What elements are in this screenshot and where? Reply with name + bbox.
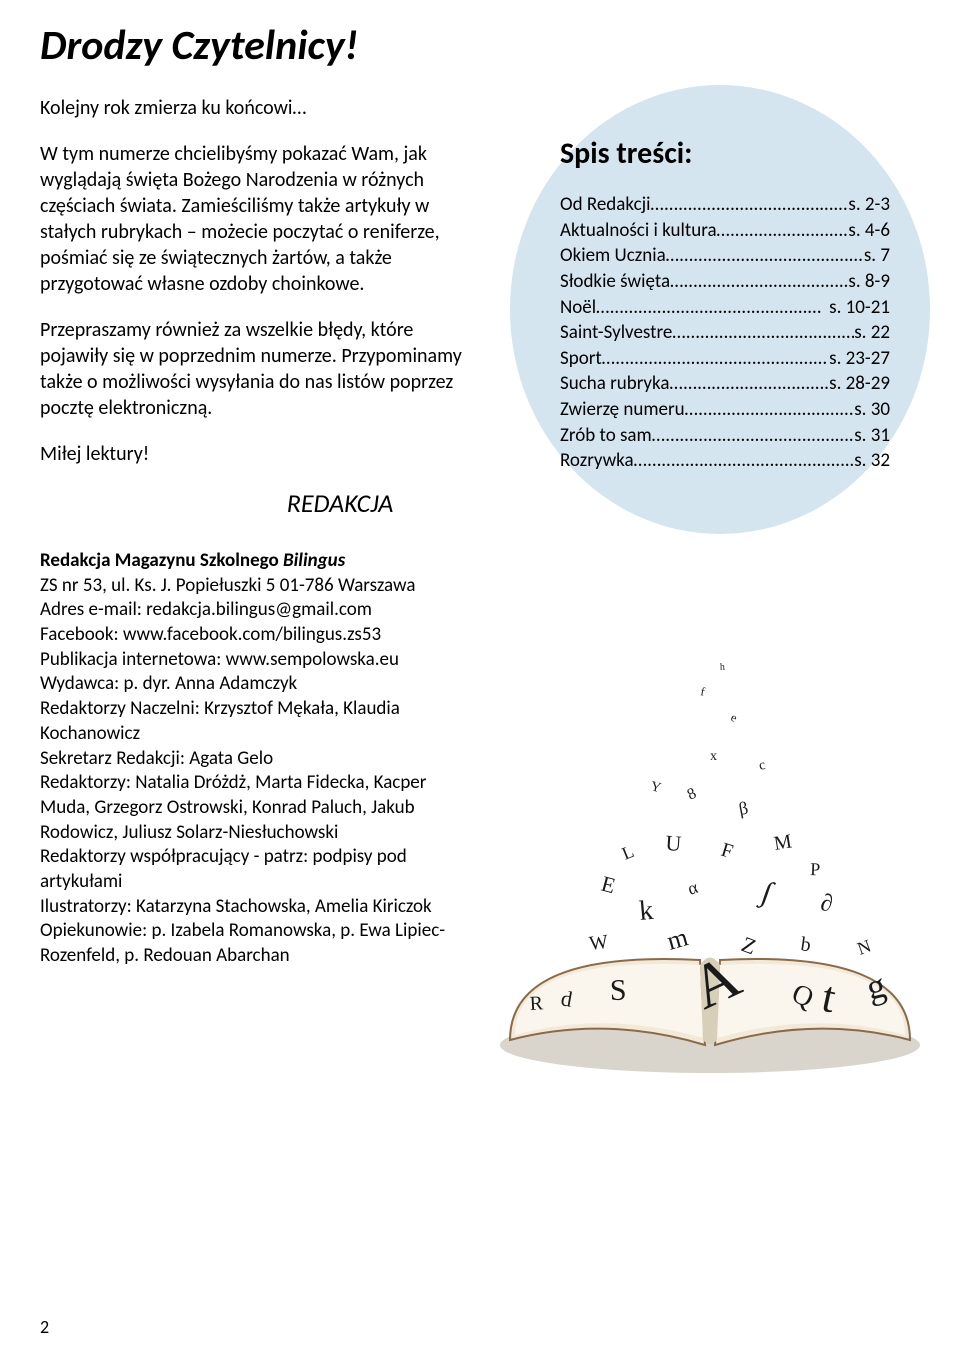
credits-heading-italic: Bilingus: [283, 549, 345, 572]
toc-dots: …………………………………………: [666, 243, 864, 269]
letter-glyph: h: [720, 662, 725, 673]
letter-glyph: R: [529, 992, 544, 1015]
letter-glyph: b: [799, 933, 812, 956]
letter-glyph: S: [610, 974, 627, 1007]
signature: REDAKCJA: [200, 487, 480, 519]
letter-glyph: f: [699, 684, 706, 699]
letter-glyph: ∂: [819, 890, 834, 917]
table-of-contents: Spis treści: Od Redakcji……………………………………………: [510, 85, 930, 534]
toc-page: s. 4-6: [848, 218, 890, 244]
letter-glyph: x: [710, 749, 717, 764]
toc-row: Rozrywka…………………………………………s. 32: [550, 448, 890, 474]
toc-label: Sport: [560, 346, 602, 372]
letter-glyph: P: [810, 859, 821, 879]
right-column: Spis treści: Od Redakcji……………………………………………: [510, 95, 930, 534]
toc-page: s. 32: [854, 448, 890, 474]
credits-line: Redaktorzy: Natalia Dróżdż, Marta Fideck…: [40, 771, 480, 845]
toc-row: Aktualności i kultura…………………………………………s. …: [550, 218, 890, 244]
toc-dots: …………………………………………: [602, 346, 829, 372]
toc-label: Zrób to sam: [560, 423, 652, 449]
toc-label: Słodkie święta: [560, 269, 670, 295]
credits-heading: Redakcja Magazynu Szkolnego Bilingus: [40, 549, 480, 574]
toc-dots: …………………………………………: [717, 218, 849, 244]
toc-dots: …………………………………………: [669, 371, 829, 397]
letter-glyph: α: [685, 877, 701, 899]
credits-lines: ZS nr 53, ul. Ks. J. Popiełuszki 5 01-78…: [40, 574, 480, 969]
toc-dots: …………………………………………: [634, 448, 855, 474]
toc-page: s. 31: [854, 423, 890, 449]
letter-glyph: N: [855, 936, 874, 959]
toc-row: Saint-Sylvestre…………………………………………s. 22: [550, 320, 890, 346]
page-title: Drodzy Czytelnicy!: [40, 20, 920, 71]
toc-label: Zwierzę numeru: [560, 397, 685, 423]
letter-glyph: 8: [685, 785, 699, 804]
credits-line: Opiekunowie: p. Izabela Romanowska, p. E…: [40, 919, 480, 968]
credits-line: Redaktorzy Naczelni: Krzysztof Mękała, K…: [40, 697, 480, 746]
credits-line: Redaktorzy współpracujący - patrz: podpi…: [40, 845, 480, 894]
toc-row: Okiem Ucznia…………………………………………s. 7: [550, 243, 890, 269]
toc-row: Od Redakcji…………………………………………s. 2-3: [550, 192, 890, 218]
letter-glyph: M: [772, 830, 793, 855]
credits-line: Ilustratorzy: Katarzyna Stachowska, Amel…: [40, 895, 480, 920]
left-column: Kolejny rok zmierza ku końcowi… W tym nu…: [40, 95, 480, 969]
toc-label: Noël: [560, 295, 596, 321]
intro-paragraph-2: W tym numerze chcielibyśmy pokazać Wam, …: [40, 141, 480, 297]
toc-dots: …………………………………………: [652, 423, 854, 449]
credits-line: ZS nr 53, ul. Ks. J. Popiełuszki 5 01-78…: [40, 574, 480, 599]
toc-page: s. 2-3: [848, 192, 890, 218]
toc-row: Sport…………………………………………s. 23-27: [550, 346, 890, 372]
letter-glyph: k: [638, 895, 655, 927]
toc-row: Zwierzę numeru…………………………………………s. 30: [550, 397, 890, 423]
credits-heading-plain: Redakcja Magazynu Szkolnego: [40, 549, 283, 572]
toc-title: Spis treści:: [550, 135, 890, 172]
credits-line: Wydawca: p. dyr. Anna Adamczyk: [40, 672, 480, 697]
toc-label: Od Redakcji: [560, 192, 651, 218]
credits-block: Redakcja Magazynu Szkolnego Bilingus ZS …: [40, 549, 480, 969]
letter-glyph: ∫: [755, 875, 778, 912]
toc-label: Okiem Ucznia: [560, 243, 666, 269]
toc-dots: …………………………………………: [672, 320, 854, 346]
letter-glyph: L: [619, 841, 637, 864]
intro-paragraph-3: Przepraszamy również za wszelkie błędy, …: [40, 317, 480, 421]
toc-label: Rozrywka: [560, 448, 634, 474]
credits-line: Sekretarz Redakcji: Agata Gelo: [40, 747, 480, 772]
toc-row: Słodkie święta…………………………………………s. 8-9: [550, 269, 890, 295]
toc-dots: …………………………………………: [685, 397, 855, 423]
intro-paragraph-1: Kolejny rok zmierza ku końcowi…: [40, 95, 480, 121]
toc-row: Noël…………………………………………s. 10-21: [550, 295, 890, 321]
toc-dots: …………………………………………: [651, 192, 849, 218]
credits-line: Adres e-mail: redakcja.bilingus@gmail.co…: [40, 598, 480, 623]
letter-glyph: F: [719, 839, 736, 863]
letter-glyph: W: [588, 931, 610, 955]
page-number: 2: [40, 1316, 49, 1338]
toc-dots: …………………………………………: [670, 269, 848, 295]
toc-page: s. 23-27: [829, 346, 890, 372]
toc-label: Sucha rubryka: [560, 371, 669, 397]
toc-row: Sucha rubryka…………………………………………s. 28-29: [550, 371, 890, 397]
letter-glyph: Y: [649, 779, 662, 796]
letter-glyph: e: [729, 710, 740, 725]
toc-row: Zrób to sam…………………………………………s. 31: [550, 423, 890, 449]
intro-paragraph-4: Miłej lektury!: [40, 441, 480, 467]
letter-glyph: m: [664, 922, 691, 955]
letter-glyph: c: [758, 758, 767, 774]
letter-glyph: U: [665, 830, 683, 856]
toc-label: Saint-Sylvestre: [560, 320, 672, 346]
toc-page: s. 30: [854, 397, 890, 423]
letter-glyph: β: [737, 798, 750, 819]
toc-page: s. 28-29: [829, 371, 890, 397]
toc-dots: …………………………………………: [596, 295, 829, 321]
toc-page: s. 7: [864, 243, 890, 269]
toc-page: s. 10-21: [829, 295, 890, 321]
toc-page: s. 8-9: [848, 269, 890, 295]
letter-glyph: E: [599, 871, 618, 899]
book-letters-illustration: AtSgQdRmZbkα∫∂WNFUMLEPβ8Yxcefh: [490, 650, 930, 1080]
toc-items: Od Redakcji…………………………………………s. 2-3Aktualn…: [550, 192, 890, 474]
credits-line: Facebook: www.facebook.com/bilingus.zs53: [40, 623, 480, 648]
credits-line: Publikacja internetowa: www.sempolowska.…: [40, 648, 480, 673]
toc-label: Aktualności i kultura: [560, 218, 717, 244]
toc-page: s. 22: [854, 320, 890, 346]
letter-glyph: Z: [738, 931, 760, 959]
